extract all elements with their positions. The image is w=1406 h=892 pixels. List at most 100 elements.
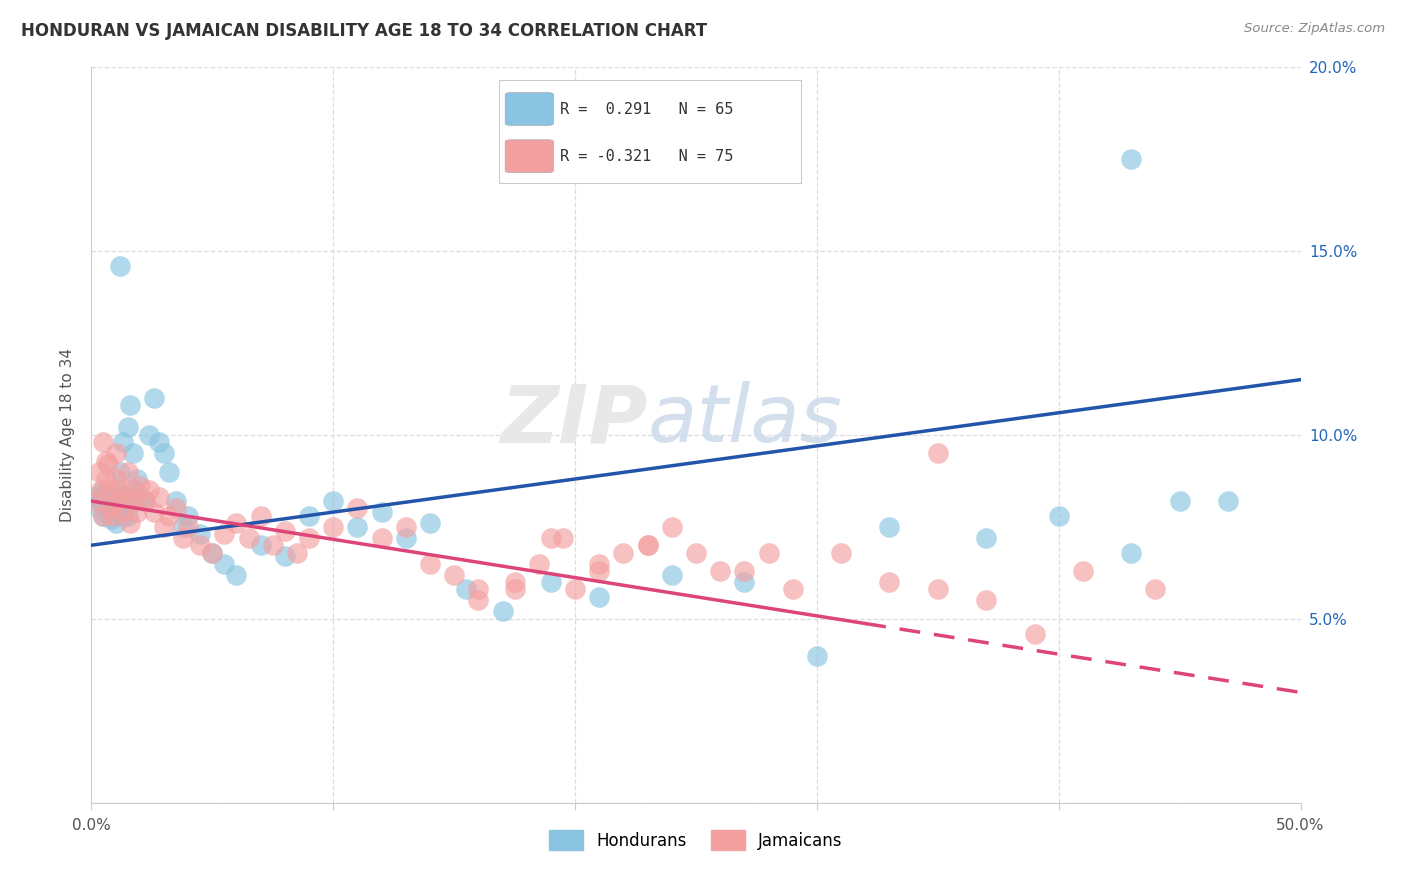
- Point: [346, 501, 368, 516]
- Point: [111, 505, 134, 519]
- Point: [90, 494, 112, 508]
- Point: [249, 508, 271, 523]
- Point: [101, 494, 124, 508]
- Point: [110, 483, 132, 497]
- Point: [100, 512, 122, 526]
- Point: [107, 501, 129, 516]
- Point: [540, 575, 562, 590]
- Point: [114, 501, 136, 516]
- Point: [456, 582, 478, 597]
- Point: [138, 427, 160, 442]
- Point: [806, 648, 828, 663]
- Point: [93, 435, 115, 450]
- Point: [612, 545, 634, 560]
- Point: [124, 494, 146, 508]
- Point: [588, 557, 610, 571]
- Point: [927, 446, 949, 460]
- Point: [100, 501, 122, 516]
- Point: [148, 435, 170, 450]
- Point: [685, 545, 707, 560]
- Legend: Hondurans, Jamaicans: Hondurans, Jamaicans: [543, 823, 849, 857]
- Point: [661, 567, 683, 582]
- Point: [298, 508, 321, 523]
- Point: [104, 472, 127, 486]
- Point: [111, 435, 134, 450]
- Point: [564, 582, 586, 597]
- Point: [107, 494, 129, 508]
- Y-axis label: Disability Age 18 to 34: Disability Age 18 to 34: [60, 348, 76, 522]
- Point: [758, 545, 780, 560]
- Point: [262, 538, 284, 552]
- Text: Source: ZipAtlas.com: Source: ZipAtlas.com: [1244, 22, 1385, 36]
- Point: [974, 531, 997, 545]
- Point: [551, 531, 574, 545]
- Point: [709, 564, 731, 578]
- Point: [927, 582, 949, 597]
- Point: [661, 520, 683, 534]
- Point: [153, 520, 176, 534]
- Point: [107, 491, 129, 505]
- Point: [214, 527, 236, 541]
- Point: [134, 494, 156, 508]
- Point: [503, 575, 526, 590]
- Point: [148, 491, 170, 505]
- Point: [249, 538, 271, 552]
- Point: [322, 520, 344, 534]
- Point: [101, 508, 124, 523]
- Point: [467, 593, 489, 607]
- Point: [177, 508, 200, 523]
- Point: [94, 487, 117, 501]
- Point: [1168, 494, 1191, 508]
- Point: [1144, 582, 1167, 597]
- Point: [128, 479, 150, 493]
- Point: [238, 531, 260, 545]
- Point: [93, 508, 115, 523]
- Point: [87, 465, 110, 479]
- Point: [322, 494, 344, 508]
- Point: [114, 491, 136, 505]
- Point: [782, 582, 804, 597]
- Point: [97, 483, 120, 497]
- Point: [117, 508, 139, 523]
- Point: [94, 498, 117, 512]
- Point: [879, 575, 901, 590]
- Point: [395, 531, 418, 545]
- Point: [370, 505, 392, 519]
- Point: [84, 494, 107, 508]
- Point: [188, 538, 211, 552]
- Point: [1024, 626, 1046, 640]
- Point: [540, 531, 562, 545]
- Point: [157, 508, 180, 523]
- Point: [117, 420, 139, 434]
- Point: [114, 491, 136, 505]
- Text: ZIP: ZIP: [501, 381, 648, 459]
- Point: [101, 505, 124, 519]
- Point: [225, 567, 247, 582]
- Point: [97, 491, 120, 505]
- FancyBboxPatch shape: [505, 140, 554, 173]
- Point: [100, 501, 122, 516]
- Point: [225, 516, 247, 530]
- Point: [143, 391, 166, 405]
- Point: [188, 527, 211, 541]
- Point: [120, 398, 142, 412]
- Point: [879, 520, 901, 534]
- Point: [201, 545, 224, 560]
- Point: [527, 557, 550, 571]
- Point: [153, 446, 176, 460]
- Point: [285, 545, 308, 560]
- Point: [1216, 494, 1239, 508]
- Point: [395, 520, 418, 534]
- Point: [1071, 564, 1094, 578]
- Point: [274, 524, 297, 538]
- Point: [143, 505, 166, 519]
- Point: [120, 516, 142, 530]
- Point: [1121, 545, 1143, 560]
- Point: [117, 465, 139, 479]
- Point: [110, 259, 132, 273]
- Point: [172, 531, 194, 545]
- Point: [588, 590, 610, 604]
- Point: [201, 545, 224, 560]
- Point: [443, 567, 465, 582]
- Point: [87, 501, 110, 516]
